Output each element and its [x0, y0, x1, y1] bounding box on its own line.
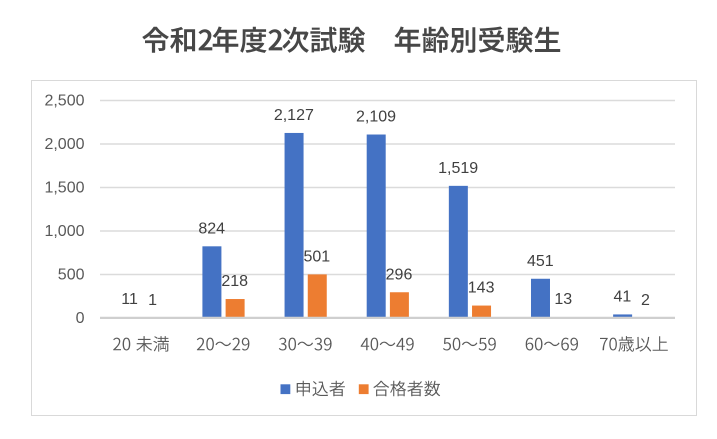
svg-text:2: 2 [641, 292, 650, 309]
svg-text:1,500: 1,500 [44, 179, 84, 196]
svg-text:501: 501 [304, 248, 331, 265]
svg-text:0: 0 [76, 310, 85, 327]
svg-text:2,000: 2,000 [44, 136, 84, 153]
svg-text:11: 11 [121, 291, 138, 308]
svg-text:500: 500 [58, 266, 85, 283]
svg-text:2,127: 2,127 [274, 107, 314, 124]
svg-text:143: 143 [468, 280, 495, 297]
svg-text:13: 13 [554, 291, 572, 308]
svg-text:2,500: 2,500 [44, 92, 84, 109]
svg-text:1,000: 1,000 [44, 223, 84, 240]
svg-text:218: 218 [221, 273, 248, 290]
svg-text:41: 41 [614, 288, 632, 305]
svg-text:1,519: 1,519 [438, 160, 478, 177]
svg-text:1: 1 [148, 292, 157, 309]
svg-text:2,109: 2,109 [356, 109, 396, 126]
svg-text:296: 296 [386, 266, 413, 283]
svg-text:824: 824 [198, 220, 225, 237]
svg-text:451: 451 [527, 253, 554, 270]
